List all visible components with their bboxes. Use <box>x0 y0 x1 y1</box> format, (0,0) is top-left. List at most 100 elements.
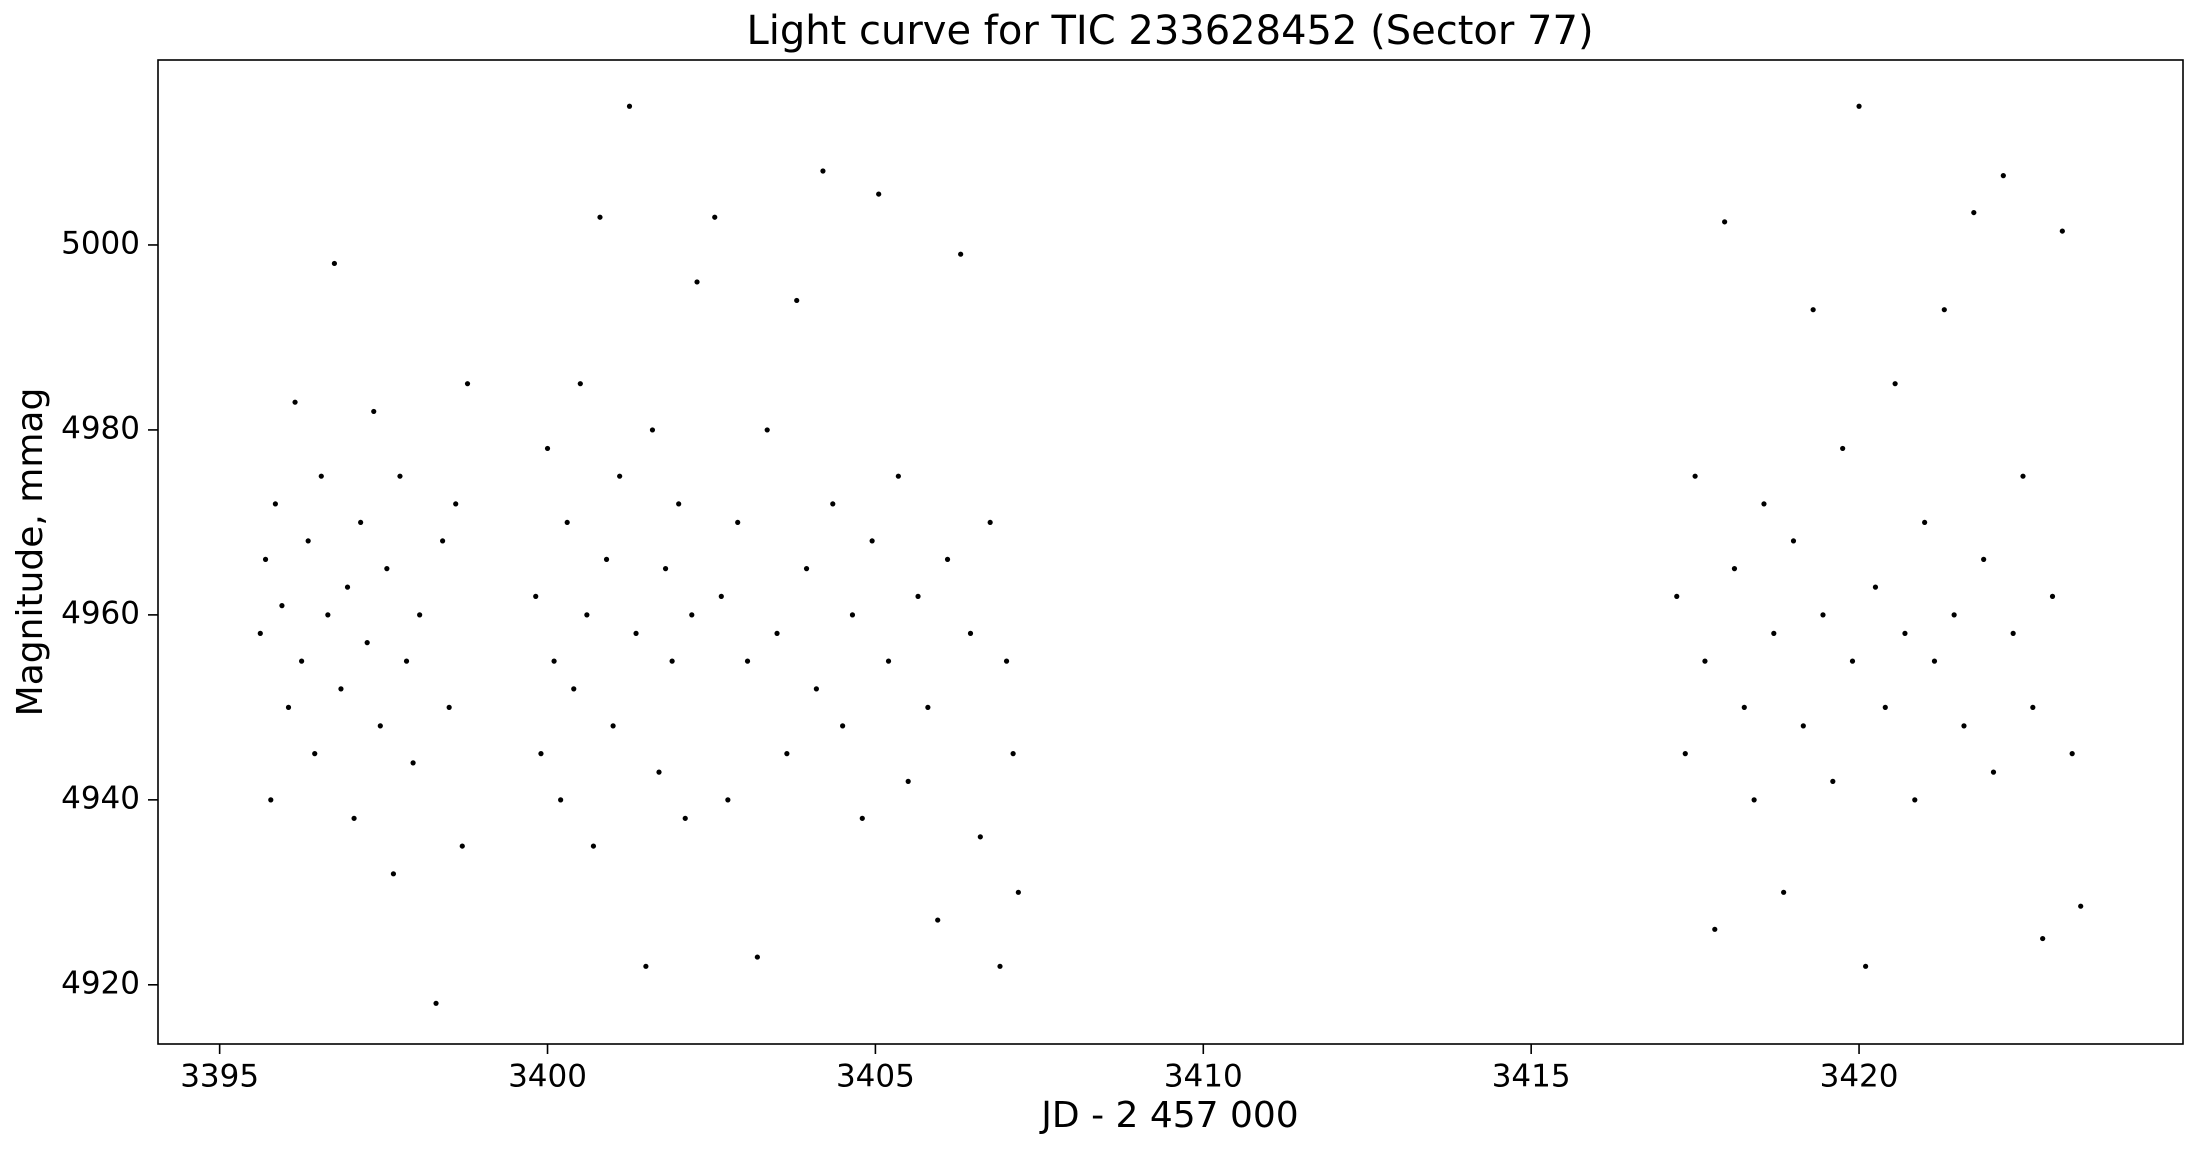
data-point <box>662 566 669 572</box>
data-point <box>1951 612 1957 618</box>
x-tick-label: 3410 <box>1164 1059 1243 1095</box>
data-point <box>384 566 390 572</box>
data-point <box>1810 307 1816 313</box>
data-point <box>268 797 274 803</box>
data-point <box>1922 519 1928 526</box>
data-point <box>694 279 700 285</box>
data-point <box>1872 584 1879 590</box>
data-point <box>2020 473 2026 479</box>
data-point <box>1912 797 1918 803</box>
data-point <box>1892 381 1898 387</box>
data-point <box>689 612 695 618</box>
data-point <box>626 103 633 109</box>
data-point <box>617 473 623 479</box>
x-tick-label: 3405 <box>836 1059 915 1095</box>
data-point <box>1800 723 1806 729</box>
data-point <box>603 556 610 562</box>
data-point <box>1751 797 1757 803</box>
data-point <box>397 473 403 479</box>
data-point <box>2078 903 2084 909</box>
data-point <box>1882 704 1888 710</box>
data-point <box>1971 209 1977 216</box>
data-point <box>1761 501 1767 507</box>
data-point <box>1015 889 1021 895</box>
y-tick-label: 4980 <box>61 410 140 446</box>
data-point <box>459 843 465 849</box>
plot-frame <box>157 59 2184 1045</box>
data-point <box>643 963 649 969</box>
data-point <box>584 612 590 618</box>
x-tick-label: 3400 <box>508 1059 587 1095</box>
data-point <box>656 769 662 775</box>
data-point <box>1961 723 1967 729</box>
data-point <box>1674 593 1680 599</box>
data-point <box>299 658 305 664</box>
data-point <box>1010 751 1016 757</box>
data-point <box>712 214 718 220</box>
data-point <box>1941 307 1947 313</box>
data-point <box>1931 658 1938 664</box>
y-axis-label: Magnitude, mmag <box>10 388 51 717</box>
data-point <box>292 399 298 405</box>
data-point <box>725 797 731 803</box>
data-point <box>279 603 285 609</box>
data-point <box>813 686 819 692</box>
data-point <box>318 473 324 479</box>
data-point <box>649 427 656 433</box>
data-point <box>859 815 865 821</box>
data-point <box>440 538 446 544</box>
data-point <box>597 214 603 220</box>
data-point <box>2000 173 2006 179</box>
data-point <box>433 1000 439 1006</box>
x-axis-label: JD - 2 457 000 <box>1039 1095 1298 1136</box>
data-point <box>533 593 539 599</box>
data-point <box>944 556 951 562</box>
data-point <box>464 381 471 387</box>
data-point <box>744 658 751 664</box>
data-point <box>1990 769 1997 775</box>
data-point <box>551 658 557 664</box>
data-point <box>754 954 760 960</box>
data-point <box>1702 658 1708 664</box>
data-point <box>987 519 993 526</box>
y-tick-label: 4940 <box>61 780 140 816</box>
data-point <box>305 538 311 544</box>
data-point <box>364 640 370 646</box>
y-tick-label: 4960 <box>61 595 140 631</box>
data-point <box>869 538 875 544</box>
data-point <box>1849 658 1856 664</box>
data-point <box>403 658 410 664</box>
data-point <box>344 584 351 590</box>
data-point <box>446 704 452 710</box>
data-point <box>803 566 810 572</box>
data-point <box>764 427 770 433</box>
x-tick-label: 3420 <box>1820 1059 1899 1095</box>
data-point <box>718 593 724 599</box>
data-point <box>997 963 1003 969</box>
data-point <box>830 501 836 507</box>
data-point <box>331 260 338 267</box>
data-point <box>2049 593 2056 599</box>
data-point <box>571 686 577 692</box>
data-point <box>885 658 892 664</box>
data-point <box>371 408 377 415</box>
data-point <box>682 815 688 821</box>
data-point <box>915 593 921 599</box>
x-tick-label: 3395 <box>180 1059 259 1095</box>
data-point <box>1981 556 1987 562</box>
data-point <box>610 723 616 729</box>
data-point <box>774 630 780 636</box>
data-point <box>1840 445 1846 452</box>
data-point <box>558 797 564 803</box>
data-point <box>676 501 682 507</box>
data-point <box>351 815 357 821</box>
data-point <box>1712 926 1718 932</box>
data-point <box>876 191 882 197</box>
data-point <box>1781 889 1787 895</box>
data-point <box>338 686 344 692</box>
y-tick-label: 4920 <box>61 965 140 1001</box>
data-point <box>2059 228 2065 234</box>
data-point <box>1902 630 1908 636</box>
data-point <box>2069 751 2075 757</box>
